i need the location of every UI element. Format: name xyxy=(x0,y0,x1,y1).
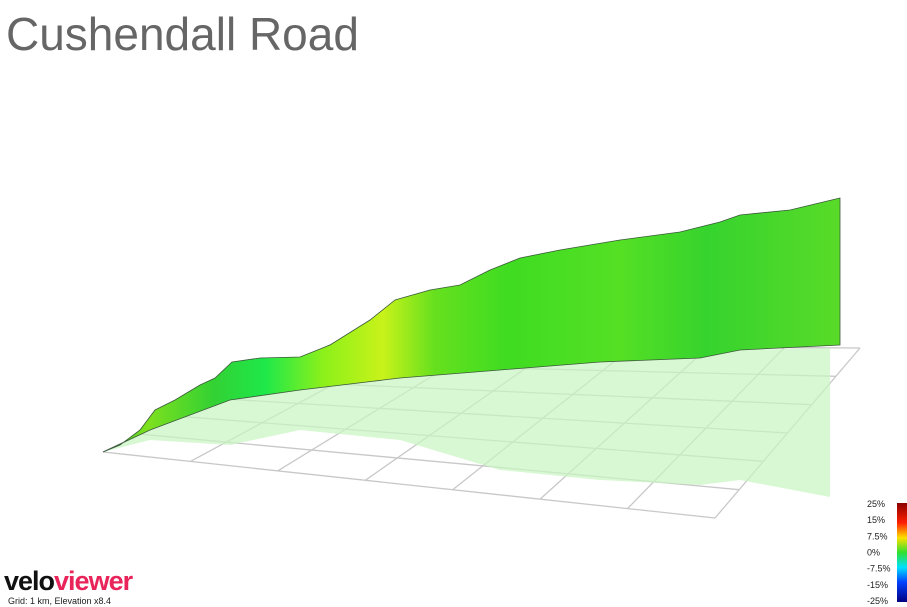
title: Cushendall Road xyxy=(6,8,359,60)
logo: veloviewer xyxy=(4,566,134,596)
shadow xyxy=(103,348,830,497)
legend-label: -15% xyxy=(867,580,888,590)
legend: 25% 15% 7.5% 0% -7.5% -15% -25% xyxy=(867,499,891,606)
logo-left: velo xyxy=(4,566,55,596)
legend-label: 15% xyxy=(867,515,885,525)
grid-line xyxy=(102,451,716,519)
legend-label: 25% xyxy=(867,499,885,509)
elevation-wall xyxy=(102,197,841,453)
legend-label: -7.5% xyxy=(867,564,891,574)
gradient-scale xyxy=(897,503,907,602)
legend-label: -25% xyxy=(867,596,888,606)
logo-right: viewer xyxy=(54,566,134,596)
legend-label: 0% xyxy=(867,548,880,558)
legend-label: 7.5% xyxy=(867,531,888,541)
caption: Grid: 1 km, Elevation x8.4 xyxy=(8,596,111,606)
